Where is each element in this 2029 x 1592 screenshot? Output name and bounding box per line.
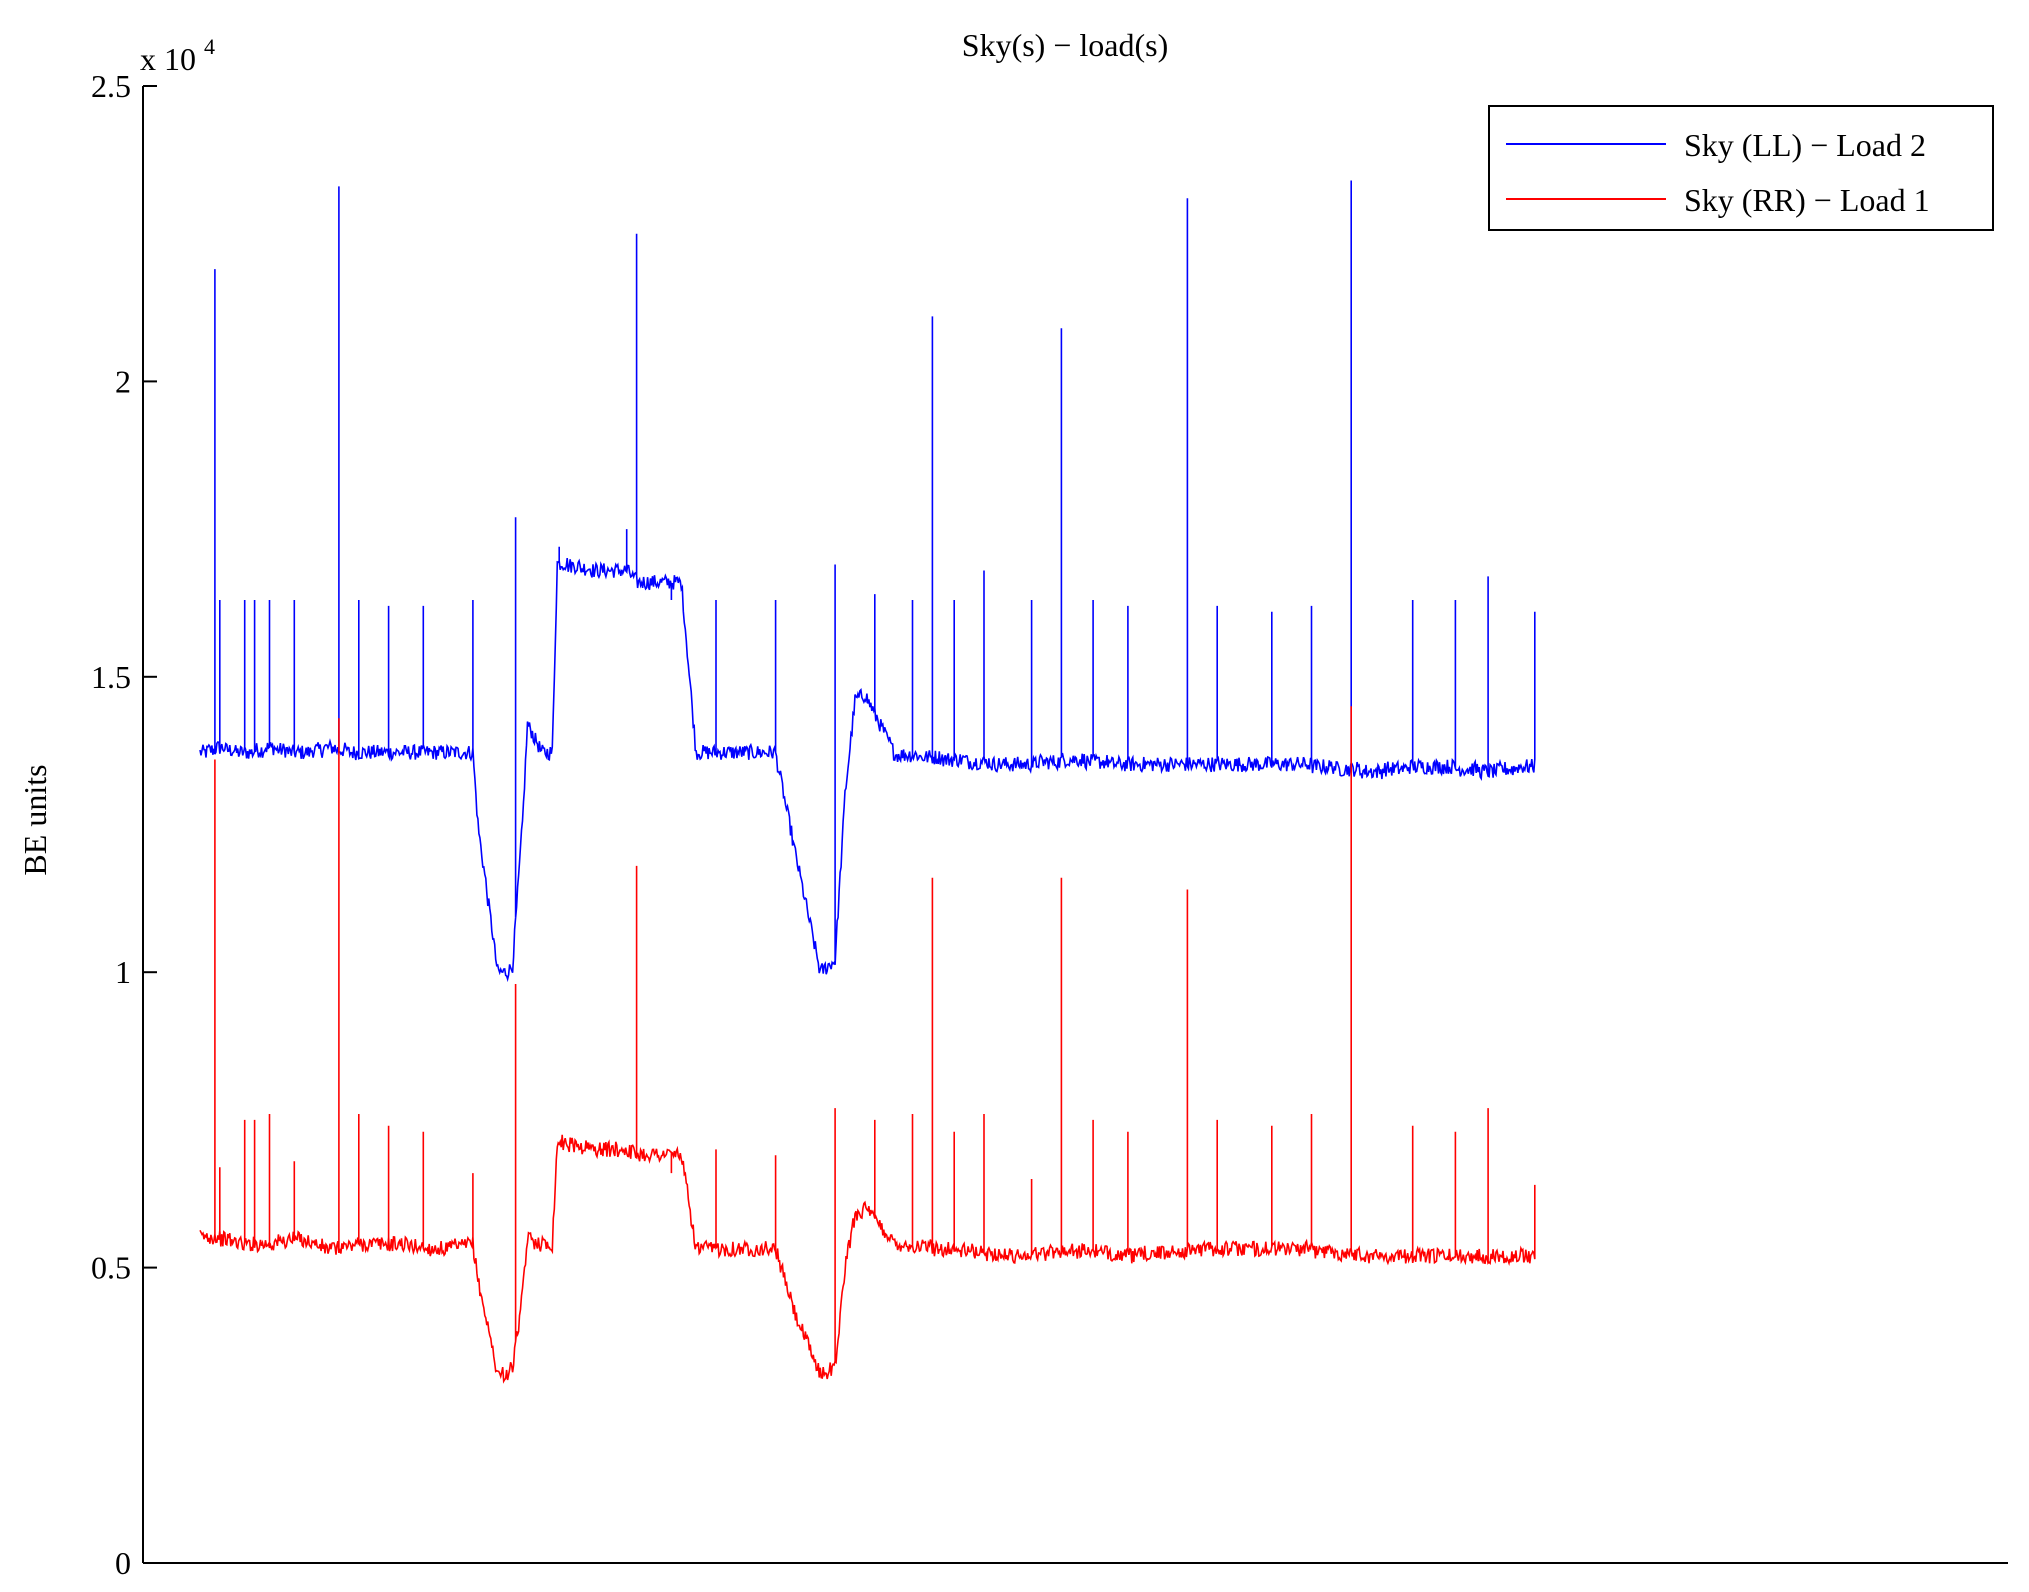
y-tick-label: 2.5 [91,68,131,104]
y-tick-label: 1.5 [91,659,131,695]
y-axis-label: BE units [17,764,53,875]
y-axis-ticks: 0 0.5 1 1.5 2 2.5 [91,68,157,1581]
series-line-sky-ll-load-2 [199,180,1536,983]
y-scale-label: x 10 4 [140,34,215,77]
legend-box [1488,105,1994,231]
y-tick-label: 0.5 [91,1250,131,1286]
y-tick-label: 2 [115,363,131,399]
y-tick-label: 1 [115,954,131,990]
legend-label-ll: Sky (LL) − Load 2 [1684,127,1926,163]
y-tick-label: 0 [115,1545,131,1581]
legend-label-rr: Sky (RR) − Load 1 [1684,182,1930,218]
y-scale-base: x 10 [140,41,196,77]
series-line-sky-rr-load-1 [199,706,1536,1384]
y-scale-exponent: 4 [204,34,215,59]
plot-series [199,180,1536,1384]
chart-title: Sky(s) − load(s) [962,27,1168,63]
legend: Sky (LL) − Load 2 Sky (RR) − Load 1 [1488,105,1994,231]
